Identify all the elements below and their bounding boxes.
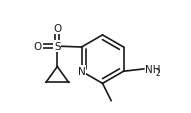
Text: 2: 2 bbox=[156, 68, 161, 77]
Text: S: S bbox=[54, 42, 61, 52]
Text: O: O bbox=[53, 24, 62, 34]
Text: O: O bbox=[34, 42, 42, 52]
Text: NH: NH bbox=[145, 64, 160, 74]
Text: N: N bbox=[78, 67, 85, 77]
